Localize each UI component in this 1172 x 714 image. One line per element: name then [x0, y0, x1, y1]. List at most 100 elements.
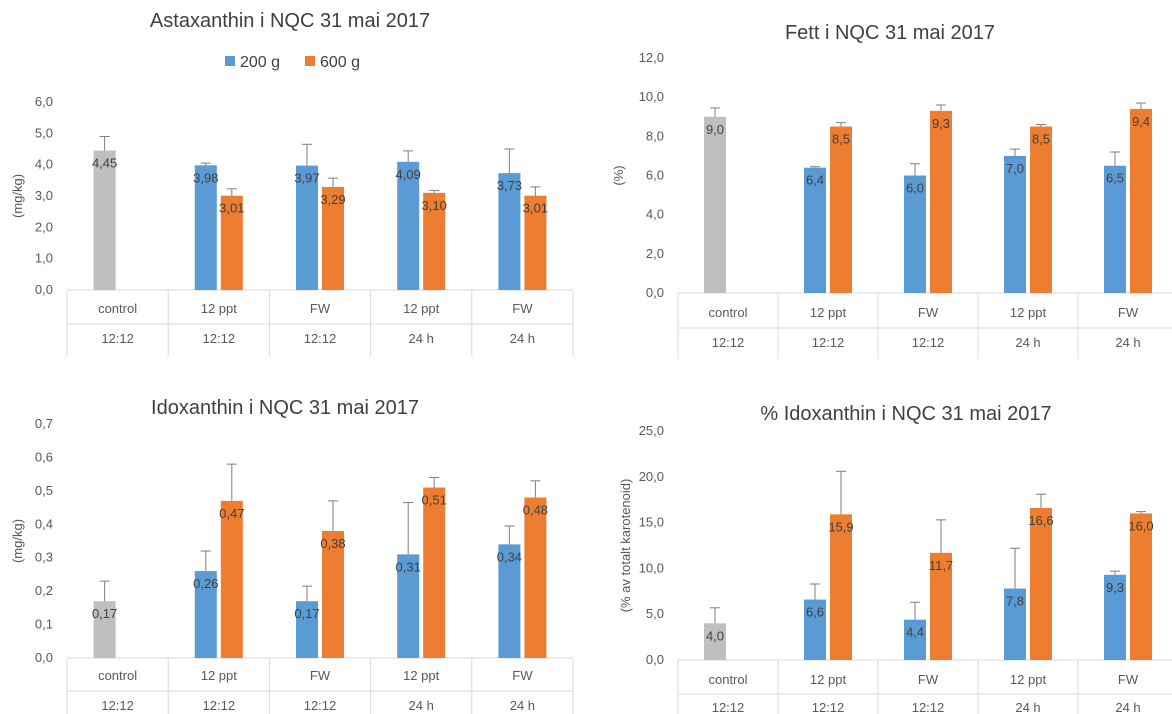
category-label: FW: [512, 301, 533, 316]
category-label: FW: [918, 305, 939, 320]
y-tick-label: 1,0: [35, 251, 53, 266]
data-label: 3,73: [497, 178, 522, 193]
bar: [1030, 507, 1052, 660]
chart-title: % Idoxanthin i NQC 31 mai 2017: [760, 403, 1051, 425]
category-label: control: [708, 672, 747, 687]
bar: [220, 500, 243, 658]
bar: [804, 599, 826, 660]
category-label: FW: [918, 672, 939, 687]
y-axis-label: (%): [611, 165, 626, 185]
bar: [930, 110, 952, 293]
y-tick-label: 8,0: [646, 128, 664, 143]
y-tick-label: 0,0: [646, 652, 664, 667]
category-label: 12 ppt: [403, 668, 440, 683]
category-sublabel: 12:12: [101, 331, 134, 346]
bar: [904, 619, 926, 660]
category-sublabel: 24 h: [409, 698, 434, 713]
legend: 200 g 600 g: [225, 54, 360, 71]
data-label: 8,5: [832, 132, 850, 147]
data-label: 3,01: [523, 201, 548, 216]
data-label: 6,6: [806, 605, 824, 620]
category-label: 12 ppt: [1010, 305, 1047, 320]
category-sublabel: 12:12: [304, 331, 337, 346]
bar: [524, 195, 547, 290]
bar: [296, 601, 318, 658]
category-sublabel: 24 h: [409, 331, 434, 346]
y-tick-label: 4,0: [35, 157, 53, 172]
data-label: 3,29: [320, 192, 345, 207]
data-label: 16,0: [1128, 518, 1153, 533]
data-label: 7,0: [1006, 161, 1024, 176]
y-tick-label: 15,0: [639, 515, 664, 530]
category-label: 12 ppt: [810, 305, 847, 320]
y-tick-label: 0,5: [35, 483, 53, 498]
data-label: 0,26: [193, 576, 218, 591]
bar: [296, 165, 318, 290]
chart-title: Fett i NQC 31 mai 2017: [785, 22, 995, 44]
category-sublabel: 12:12: [712, 335, 745, 350]
data-label: 0,17: [92, 606, 117, 621]
legend-label: 600 g: [320, 54, 360, 71]
y-tick-label: 10,0: [639, 560, 664, 575]
bar: [397, 554, 420, 658]
category-sublabel: 24 h: [1115, 335, 1140, 350]
category-label: 12 ppt: [810, 672, 847, 687]
legend-swatch: [305, 56, 315, 66]
y-tick-label: 0,3: [35, 550, 53, 565]
bar: [704, 116, 726, 293]
category-label: 12 ppt: [403, 301, 440, 316]
data-label: 9,4: [1132, 114, 1150, 129]
bar: [830, 126, 852, 294]
data-label: 0,47: [219, 506, 244, 521]
y-tick-label: 0,0: [35, 650, 53, 665]
data-label: 3,01: [219, 201, 244, 216]
y-tick-label: 0,0: [35, 282, 53, 297]
y-axis-label: (mg/kg): [10, 174, 25, 218]
data-label: 6,0: [906, 181, 924, 196]
data-label: 9,3: [932, 116, 950, 131]
legend-swatch: [225, 56, 235, 66]
category-sublabel: 12:12: [812, 335, 845, 350]
data-label: 0,17: [294, 606, 319, 621]
data-label: 7,8: [1006, 594, 1024, 609]
data-label: 4,09: [396, 167, 421, 182]
data-label: 11,7: [929, 558, 953, 573]
category-label: FW: [512, 668, 533, 683]
data-label: 0,48: [523, 503, 548, 518]
y-tick-label: 2,0: [646, 246, 664, 261]
data-label: 4,45: [92, 156, 117, 171]
data-label: 4,0: [706, 628, 724, 643]
category-label: control: [98, 668, 137, 683]
category-label: FW: [1118, 305, 1139, 320]
y-tick-label: 5,0: [646, 606, 664, 621]
bar: [1104, 165, 1126, 293]
bar: [930, 552, 952, 660]
category-sublabel: 12:12: [203, 331, 236, 346]
data-label: 0,31: [396, 559, 421, 574]
data-label: 4,4: [906, 625, 924, 640]
category-label: control: [708, 305, 747, 320]
bar: [804, 167, 826, 293]
bar: [194, 571, 217, 658]
bar: [830, 514, 852, 660]
y-tick-label: 20,0: [639, 469, 664, 484]
bar: [93, 150, 116, 290]
data-label: 8,5: [1032, 132, 1050, 147]
bar: [194, 165, 217, 290]
y-tick-label: 0,4: [35, 516, 53, 531]
category-label: 12 ppt: [201, 668, 238, 683]
y-axis-label: (mg/kg): [10, 519, 25, 563]
category-sublabel: 24 h: [1115, 700, 1140, 714]
chart-3: Idoxanthin i NQC 31 mai 2017 (mg/kg) 0,0 0,…: [10, 397, 574, 714]
data-label: 9,0: [706, 122, 724, 137]
bar: [1130, 513, 1152, 660]
category-sublabel: 12:12: [304, 698, 337, 713]
chart-4: % Idoxanthin i NQC 31 mai 2017 (% av tota…: [618, 403, 1172, 714]
y-tick-label: 0,1: [35, 617, 53, 632]
y-tick-label: 6,0: [35, 94, 53, 109]
category-label: FW: [310, 668, 331, 683]
data-label: 3,97: [294, 171, 319, 186]
data-label: 6,4: [806, 173, 824, 188]
category-label: 12 ppt: [1010, 672, 1047, 687]
data-label: 0,38: [320, 536, 345, 551]
